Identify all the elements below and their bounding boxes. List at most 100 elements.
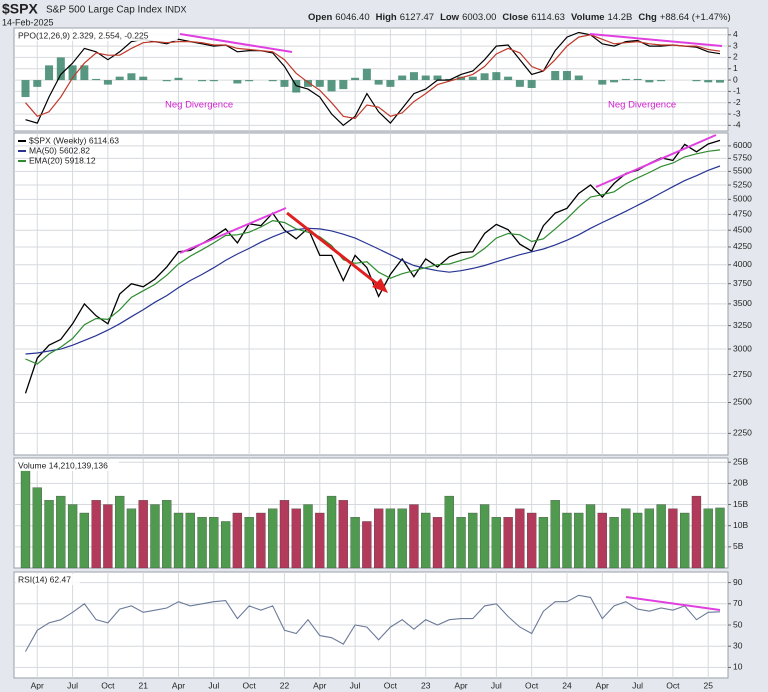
exchange: INDX xyxy=(165,4,187,14)
y-tick-label: 5000 xyxy=(733,194,752,204)
x-tick-label: Apr xyxy=(454,680,467,690)
volume-bar xyxy=(644,508,655,569)
y-tick-label: 2500 xyxy=(733,397,752,407)
volume-bar xyxy=(138,500,148,569)
histogram-bar xyxy=(115,76,124,81)
x-tick-label: Oct xyxy=(525,680,539,690)
volume-bar xyxy=(209,517,219,569)
title-bg xyxy=(16,460,119,471)
volume-bar xyxy=(44,500,54,569)
x-tick-label: Jul xyxy=(632,680,643,690)
volume-bar xyxy=(479,504,490,569)
histogram-bar xyxy=(551,71,560,81)
y-tick-label: 5B xyxy=(733,541,744,551)
volume-bar xyxy=(444,495,454,569)
x-tick-label: Oct xyxy=(666,680,680,690)
volume-bar xyxy=(491,517,501,569)
x-tick-label: 24 xyxy=(562,680,572,690)
legend-label: $SPX (Weekly) 6114.63 xyxy=(29,135,119,145)
quote-value: 6046.40 xyxy=(335,12,369,23)
y-tick-label: 15B xyxy=(733,499,748,509)
volume-bar xyxy=(385,508,396,569)
histogram-bar xyxy=(162,80,171,82)
panel-title: PPO(12,26,9) 2.329, 2.554, -0.225 xyxy=(18,30,149,40)
histogram-bar xyxy=(504,76,513,81)
histogram-bar xyxy=(527,80,536,88)
quote-value: 6003.00 xyxy=(462,12,496,23)
panels: © StockCharts.com43210-1-2-3-4PPO(12,26,… xyxy=(13,27,752,690)
volume-bar xyxy=(621,508,631,569)
x-tick-label: Apr xyxy=(313,680,326,690)
volume-bar xyxy=(421,512,431,569)
histogram-bar xyxy=(92,78,101,81)
volume-bar xyxy=(468,512,478,569)
histogram-bar xyxy=(468,76,477,81)
y-tick-label: 5500 xyxy=(733,166,752,176)
y-tick-label: 4 xyxy=(733,29,738,39)
histogram-bar xyxy=(80,65,89,81)
volume-bar xyxy=(303,504,313,569)
title-bg xyxy=(16,574,80,585)
trend-annotations xyxy=(179,33,723,611)
volume-bar xyxy=(362,521,372,569)
histogram-bar xyxy=(127,73,136,81)
panel xyxy=(13,132,729,456)
histogram-bar xyxy=(339,80,348,90)
y-tick-label: 25B xyxy=(733,456,748,466)
x-tick-label: 25 xyxy=(703,680,713,690)
y-tick-label: -3 xyxy=(733,108,741,118)
y-tick-label: 90 xyxy=(733,577,743,587)
y-tick-label: 50 xyxy=(733,619,743,629)
quote-value: 6114.63 xyxy=(531,12,565,23)
y-tick-label: -1 xyxy=(733,86,741,96)
volume-bar xyxy=(680,512,690,569)
volume-bar xyxy=(326,495,337,569)
volume-bar xyxy=(126,508,137,569)
volume-bar xyxy=(550,500,560,569)
histogram-bar xyxy=(103,80,112,85)
volume-bar xyxy=(20,470,31,569)
series-line xyxy=(25,594,721,652)
histogram-bar xyxy=(598,80,607,85)
volume-bar xyxy=(291,508,301,569)
y-tick-label: 6000 xyxy=(733,140,752,150)
series-line xyxy=(25,149,721,365)
y-tick-label: 3 xyxy=(733,40,738,50)
volume-bar xyxy=(150,504,160,569)
x-tick-label: Jul xyxy=(491,680,502,690)
volume-bar xyxy=(315,512,325,569)
histogram-bar xyxy=(315,80,324,87)
x-tick-label: Apr xyxy=(172,680,185,690)
y-tick-label: 10B xyxy=(733,520,748,530)
volume-bar xyxy=(432,517,443,569)
volume-bar xyxy=(585,504,596,569)
histogram-bar xyxy=(45,65,54,81)
trend-line xyxy=(179,207,287,254)
volume-bar xyxy=(538,517,549,569)
volume-bar xyxy=(703,508,713,569)
volume-bar xyxy=(279,500,290,569)
volume-bar xyxy=(456,517,466,569)
histogram-bar xyxy=(645,80,654,83)
y-tick-label: 3250 xyxy=(733,320,752,330)
volume-bar xyxy=(656,504,666,569)
volume-bar xyxy=(668,508,678,569)
title-bg xyxy=(16,30,178,41)
volume-bar xyxy=(256,512,266,569)
trend-line xyxy=(589,33,723,47)
volume-bar xyxy=(397,508,407,569)
histogram-bar xyxy=(610,80,619,83)
volume-bar xyxy=(715,507,725,569)
series-line xyxy=(25,165,721,355)
volume-bar xyxy=(67,504,78,569)
x-tick-label: 21 xyxy=(138,680,148,690)
histogram-bar xyxy=(433,75,442,81)
y-tick-label: 2 xyxy=(733,52,738,62)
y-tick-label: 4500 xyxy=(733,224,752,234)
volume-bar xyxy=(220,521,231,569)
y-tick-label: 0 xyxy=(733,74,738,84)
quote-label: Low xyxy=(440,12,460,23)
y-tick-label: 2750 xyxy=(733,369,752,379)
volume-bar xyxy=(609,517,619,569)
